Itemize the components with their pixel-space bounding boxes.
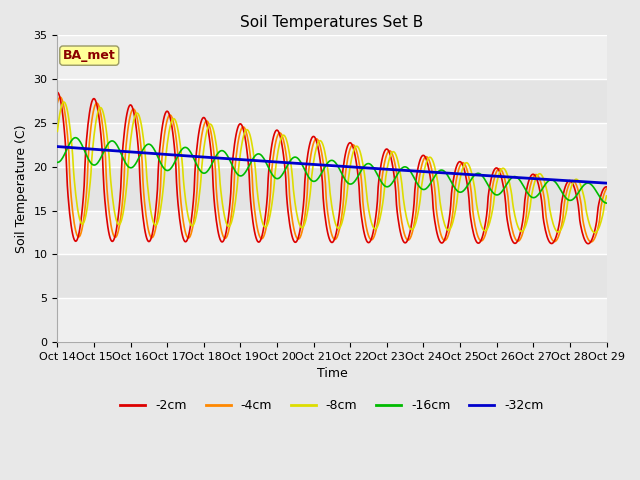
-32cm — [205, 155, 212, 160]
-4cm — [603, 186, 611, 192]
-2cm — [63, 183, 71, 189]
-8cm — [603, 193, 611, 199]
-4cm — [64, 140, 72, 145]
-8cm — [591, 230, 599, 236]
-2cm — [205, 130, 212, 136]
-8cm — [60, 99, 67, 105]
-8cm — [415, 202, 423, 208]
Bar — [58, 79, 607, 123]
Legend: -2cm, -4cm, -8cm, -16cm, -32cm: -2cm, -4cm, -8cm, -16cm, -32cm — [115, 394, 548, 417]
-4cm — [121, 163, 129, 169]
-8cm — [205, 122, 213, 128]
-2cm — [54, 89, 61, 95]
-16cm — [399, 164, 407, 170]
Text: BA_met: BA_met — [63, 49, 116, 62]
-4cm — [54, 100, 61, 106]
Bar — [58, 36, 607, 79]
-4cm — [205, 122, 213, 128]
-2cm — [584, 241, 592, 247]
-32cm — [120, 149, 128, 155]
-8cm — [399, 196, 407, 202]
-2cm — [415, 162, 422, 168]
-32cm — [63, 144, 71, 150]
Y-axis label: Soil Temperature (C): Soil Temperature (C) — [15, 124, 28, 253]
Bar — [58, 298, 607, 342]
-2cm — [176, 216, 184, 221]
-4cm — [415, 174, 423, 180]
-16cm — [415, 184, 423, 190]
-16cm — [121, 158, 129, 164]
-8cm — [64, 111, 72, 117]
-4cm — [177, 192, 184, 198]
X-axis label: Time: Time — [317, 367, 348, 380]
-16cm — [72, 135, 79, 141]
-4cm — [588, 239, 595, 245]
-32cm — [415, 168, 422, 174]
-32cm — [176, 153, 184, 158]
Line: -16cm: -16cm — [58, 138, 607, 203]
-2cm — [120, 133, 128, 139]
Bar — [58, 254, 607, 298]
-2cm — [399, 237, 406, 242]
Line: -32cm: -32cm — [58, 146, 607, 183]
Line: -4cm: -4cm — [58, 97, 607, 242]
-4cm — [399, 227, 407, 233]
Bar — [58, 167, 607, 211]
Bar — [58, 211, 607, 254]
Line: -2cm: -2cm — [58, 92, 607, 244]
-8cm — [54, 129, 61, 134]
Title: Soil Temperatures Set B: Soil Temperatures Set B — [241, 15, 424, 30]
-32cm — [54, 144, 61, 149]
-8cm — [177, 143, 184, 148]
-4cm — [56, 94, 64, 100]
-16cm — [603, 200, 611, 206]
Bar — [58, 123, 607, 167]
-8cm — [121, 201, 129, 206]
-16cm — [63, 145, 71, 151]
-32cm — [603, 180, 611, 186]
-16cm — [205, 166, 213, 171]
-32cm — [399, 168, 406, 173]
-16cm — [177, 149, 184, 155]
Line: -8cm: -8cm — [58, 102, 607, 233]
-16cm — [54, 159, 61, 165]
-2cm — [603, 184, 611, 190]
